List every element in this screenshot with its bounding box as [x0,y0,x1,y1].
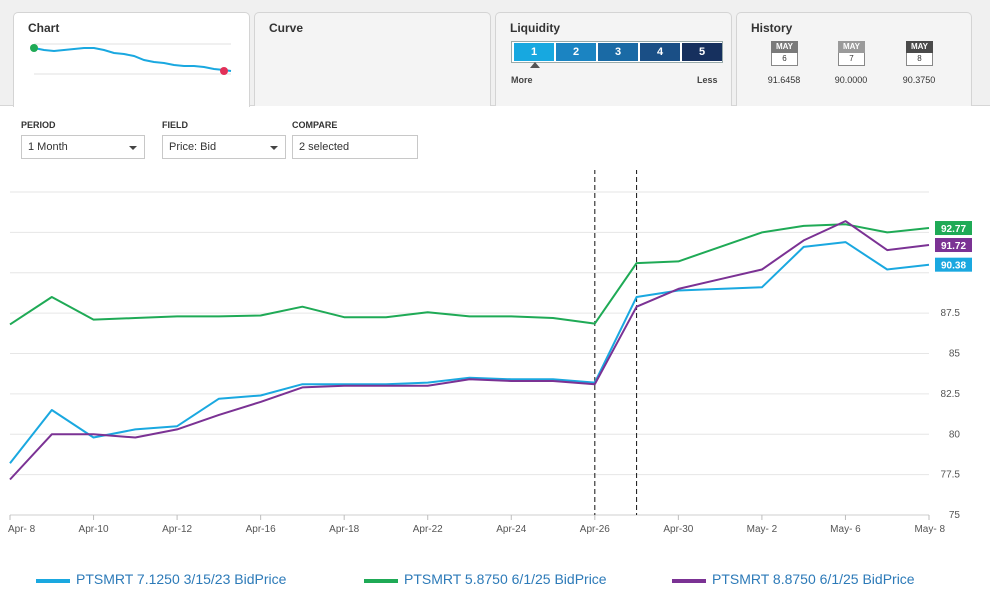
last-value-label: 90.38 [941,261,966,272]
tab-chart[interactable]: Chart [13,12,250,107]
liquidity-level-4[interactable]: 4 [640,43,680,61]
liquidity-level-5[interactable]: 5 [682,43,722,61]
compare-label: COMPARE [292,120,338,130]
field-label: FIELD [162,120,188,130]
chevron-down-icon [270,146,278,150]
last-value-badge [935,238,972,253]
legend-swatch [36,579,70,583]
calendar-icon: MAY [906,41,933,53]
y-tick-label: 87.5 [941,308,961,319]
y-tick-label: 80 [949,429,961,440]
tab-curve[interactable]: Curve [254,12,491,106]
top-panels: Chart Curve Liquidity 1 2 3 4 5 More Les… [0,0,990,107]
x-tick-label: Apr-10 [79,524,109,535]
field-select[interactable]: Price: Bid [162,135,286,159]
history-day: 6 [771,53,798,66]
tab-history-label: History [751,21,793,35]
x-tick-label: May- 2 [747,524,778,535]
legend-swatch [364,579,398,583]
tab-curve-label: Curve [269,21,304,35]
x-tick-label: Apr-18 [329,524,359,535]
legend-label: PTSMRT 7.1250 3/15/23 BidPrice [76,571,287,587]
x-tick-label: Apr-24 [496,524,526,535]
thumbnail-start-dot [30,44,38,52]
x-tick-label: May- 6 [830,524,861,535]
legend-label: PTSMRT 5.8750 6/1/25 BidPrice [404,571,607,587]
chart-thumbnail [30,43,232,75]
legend-swatch [672,579,706,583]
x-tick-label: Apr-22 [413,524,443,535]
last-value-badge [935,221,972,236]
y-tick-label: 85 [949,349,961,360]
x-tick-label: Apr-16 [246,524,276,535]
series-line-3 [9,220,930,481]
last-value-badge [935,257,972,272]
last-value-label: 91.72 [941,241,966,252]
liquidity-pointer-icon [530,62,540,68]
y-tick-label: 77.5 [941,470,961,481]
tab-chart-label: Chart [28,21,60,35]
compare-select[interactable]: 2 selected [292,135,418,159]
price-chart: 75 77.5 80 82.5 85 87.5 Apr- 8 Apr-10 Apr-12 Apr-… [8,170,972,535]
x-tick-label: Apr-26 [580,524,610,535]
history-day: 7 [838,53,865,66]
liquidity-less-label: Less [697,75,718,85]
tab-liquidity-label: Liquidity [510,21,560,35]
liquidity-level-1[interactable]: 1 [514,43,554,61]
period-value: 1 Month [28,141,68,153]
history-value-3: 90.3750 [902,75,936,85]
chevron-down-icon [129,146,137,150]
history-date-2[interactable]: MAY 7 [838,41,865,66]
liquidity-level-2[interactable]: 2 [556,43,596,61]
calendar-icon: MAY [838,41,865,53]
x-tick-label: Apr-12 [162,524,192,535]
legend-label: PTSMRT 8.8750 6/1/25 BidPrice [712,571,915,587]
liquidity-more-label: More [511,75,533,85]
series-line-1 [9,241,930,464]
period-select[interactable]: 1 Month [21,135,145,159]
compare-value: 2 selected [299,141,350,153]
history-value-2: 90.0000 [834,75,868,85]
tab-liquidity[interactable]: Liquidity 1 2 3 4 5 More Less [495,12,732,106]
x-tick-label: May- 8 [914,524,945,535]
thumbnail-line [33,47,232,72]
history-value-1: 91.6458 [767,75,801,85]
x-tick-label: Apr- 8 [8,524,36,535]
y-tick-label: 75 [949,510,961,521]
history-date-3[interactable]: MAY 8 [906,41,933,66]
field-value: Price: Bid [169,141,217,153]
history-day: 8 [906,53,933,66]
history-date-1[interactable]: MAY 6 [771,41,798,66]
series-line-2 [9,223,930,326]
last-value-label: 92.77 [941,224,966,235]
liquidity-level-3[interactable]: 3 [598,43,638,61]
period-label: PERIOD [21,120,56,130]
calendar-icon: MAY [771,41,798,53]
thumbnail-end-dot [220,67,228,75]
tab-history[interactable]: History MAY 6 MAY 7 MAY 8 91.6458 90.000… [736,12,972,106]
y-tick-label: 82.5 [941,389,961,400]
x-tick-label: Apr-30 [663,524,693,535]
